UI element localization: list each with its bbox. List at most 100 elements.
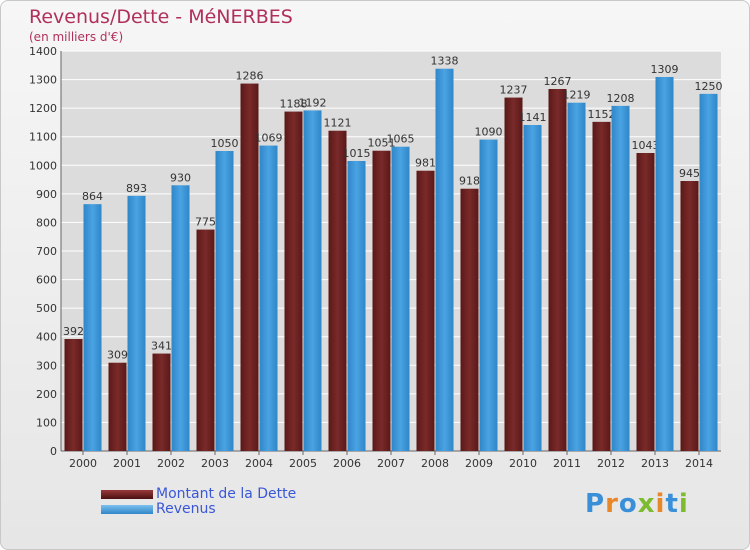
data-label-debt: 775 xyxy=(195,216,216,229)
data-label-revenue: 1050 xyxy=(211,137,239,150)
y-tick-label: 200 xyxy=(36,388,57,401)
bar-debt xyxy=(592,121,611,451)
logo-letter: P xyxy=(585,489,606,519)
bar-debt xyxy=(240,83,259,452)
data-label-revenue: 930 xyxy=(170,171,191,184)
legend-item-debt: Montant de la Dette xyxy=(101,487,296,502)
bar-debt xyxy=(504,97,523,452)
x-tick-label: 2014 xyxy=(685,457,713,470)
data-label-debt: 1051 xyxy=(368,137,396,150)
y-tick-label: 700 xyxy=(36,245,57,258)
x-tick-label: 2007 xyxy=(377,457,405,470)
logo-letter: r xyxy=(605,489,619,519)
data-label-revenue: 1192 xyxy=(299,96,327,109)
legend-swatch-revenue xyxy=(101,505,153,514)
data-label-debt: 945 xyxy=(679,167,700,180)
data-label-revenue: 1015 xyxy=(343,147,371,160)
bar-revenue xyxy=(655,77,674,451)
bar-revenue xyxy=(259,145,278,452)
y-tick-label: 1200 xyxy=(29,102,57,115)
x-tick-label: 2000 xyxy=(69,457,97,470)
bar-debt xyxy=(108,362,127,451)
data-label-revenue: 1309 xyxy=(651,63,679,76)
bar-debt xyxy=(636,153,655,451)
x-tick-label: 2010 xyxy=(509,457,537,470)
bar-debt xyxy=(152,353,171,451)
bar-debt xyxy=(196,229,215,451)
bar-revenue xyxy=(523,125,542,451)
data-label-revenue: 1338 xyxy=(431,55,459,68)
data-label-debt: 341 xyxy=(151,340,172,353)
proxiti-logo: Proxiti xyxy=(585,489,689,519)
y-tick-label: 500 xyxy=(36,302,57,315)
data-label-debt: 392 xyxy=(63,325,84,338)
y-tick-label: 1300 xyxy=(29,74,57,87)
data-label-revenue: 1208 xyxy=(607,92,635,105)
data-label-debt: 309 xyxy=(107,349,128,362)
legend: Montant de la Dette Revenus xyxy=(101,487,296,517)
logo-letter: i xyxy=(678,489,689,519)
x-tick-label: 2013 xyxy=(641,457,669,470)
legend-swatch-debt xyxy=(101,490,153,499)
x-tick-label: 2011 xyxy=(553,457,581,470)
y-tick-label: 600 xyxy=(36,274,57,287)
legend-label-debt: Montant de la Dette xyxy=(156,486,297,502)
bar-revenue xyxy=(215,151,234,451)
data-label-debt: 1286 xyxy=(236,70,264,83)
bar-revenue xyxy=(479,139,498,452)
bar-revenue xyxy=(83,204,102,451)
bar-revenue xyxy=(567,102,586,451)
legend-item-revenue: Revenus xyxy=(101,502,296,517)
x-tick-label: 2002 xyxy=(157,457,185,470)
bar-revenue xyxy=(611,105,630,451)
data-label-revenue: 1065 xyxy=(387,133,415,146)
data-label-debt: 1267 xyxy=(544,75,572,88)
y-tick-label: 900 xyxy=(36,188,57,201)
data-label-revenue: 893 xyxy=(126,182,147,195)
bar-debt xyxy=(284,111,303,452)
x-tick-label: 2001 xyxy=(113,457,141,470)
logo-letter: t xyxy=(665,489,679,519)
bar-debt xyxy=(372,150,391,451)
bar-revenue xyxy=(347,161,366,451)
y-tick-label: 100 xyxy=(36,416,57,429)
data-label-revenue: 1250 xyxy=(695,80,723,93)
y-tick-label: 300 xyxy=(36,359,57,372)
data-label-revenue: 1141 xyxy=(519,111,547,124)
logo-letter: i xyxy=(655,489,666,519)
x-tick-label: 2004 xyxy=(245,457,273,470)
data-label-revenue: 1069 xyxy=(255,132,283,145)
legend-label-revenue: Revenus xyxy=(156,501,216,517)
data-label-debt: 918 xyxy=(459,175,480,188)
y-tick-label: 1100 xyxy=(29,131,57,144)
y-tick-label: 1000 xyxy=(29,159,57,172)
data-label-debt: 1043 xyxy=(632,139,660,152)
data-label-debt: 1121 xyxy=(324,117,352,130)
y-tick-label: 400 xyxy=(36,331,57,344)
bar-revenue xyxy=(391,146,410,451)
x-tick-label: 2005 xyxy=(289,457,317,470)
data-label-revenue: 1090 xyxy=(475,126,503,139)
bar-debt xyxy=(460,188,479,451)
x-tick-label: 2008 xyxy=(421,457,449,470)
data-label-revenue: 864 xyxy=(82,190,103,203)
data-label-debt: 1188 xyxy=(280,98,308,111)
bar-debt xyxy=(64,339,83,451)
y-tick-label: 1400 xyxy=(29,45,57,58)
y-tick-label: 0 xyxy=(50,445,57,458)
bar-debt xyxy=(328,130,347,451)
bar-revenue xyxy=(699,93,718,451)
x-tick-label: 2003 xyxy=(201,457,229,470)
logo-letter: o xyxy=(618,489,638,519)
data-label-debt: 1237 xyxy=(500,84,528,97)
data-label-debt: 981 xyxy=(415,157,436,170)
y-tick-label: 800 xyxy=(36,216,57,229)
bar-revenue xyxy=(303,110,322,451)
x-tick-label: 2006 xyxy=(333,457,361,470)
logo-letter: x xyxy=(637,489,656,519)
bar-debt xyxy=(548,89,567,451)
bar-revenue xyxy=(435,68,454,451)
x-tick-label: 2009 xyxy=(465,457,493,470)
